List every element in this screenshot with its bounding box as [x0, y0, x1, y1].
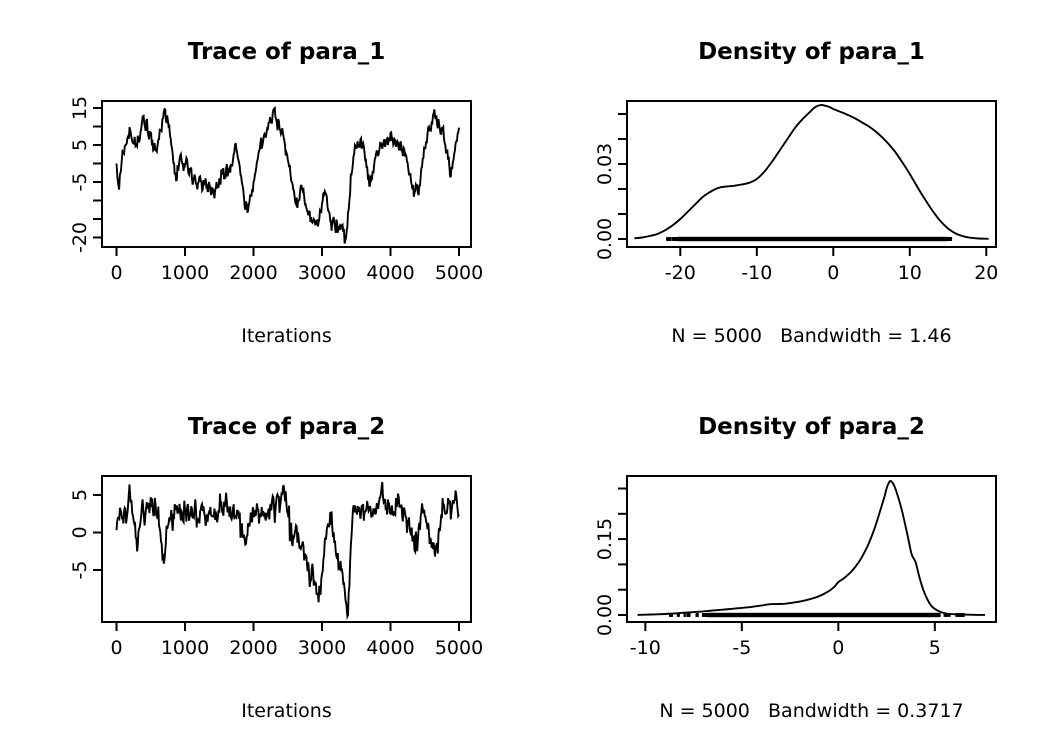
x-axis-label: Iterations	[241, 325, 332, 347]
svg-text:-10: -10	[741, 262, 772, 284]
svg-text:-5: -5	[69, 561, 91, 580]
trace-para_1-plot: 0 1000 2000 3000 4000 5000 15 5 -5 -20	[69, 96, 483, 284]
svg-text:1000: 1000	[161, 637, 209, 659]
svg-text:0: 0	[110, 637, 122, 659]
svg-text:0: 0	[832, 637, 844, 659]
svg-text:3000: 3000	[298, 262, 346, 284]
svg-text:2000: 2000	[229, 637, 277, 659]
panel-density-para_2: Density of para_2 -10 -5 0 5 0.00 0.15 N = 50…	[525, 375, 1050, 750]
svg-text:5000: 5000	[435, 637, 483, 659]
x-axis-label: Iterations	[241, 700, 332, 722]
svg-text:2000: 2000	[229, 262, 277, 284]
chart-title: Trace of para_1	[187, 39, 386, 65]
trace-para_2-plot: 0 1000 2000 3000 4000 5000 5 0 -5	[69, 475, 483, 659]
svg-text:5: 5	[929, 637, 941, 659]
svg-text:0.15: 0.15	[594, 518, 616, 560]
svg-text:-5: -5	[732, 637, 751, 659]
svg-text:0: 0	[827, 262, 839, 284]
chart-title: Density of para_1	[698, 39, 925, 65]
svg-text:5000: 5000	[435, 262, 483, 284]
density-para_1-plot: -20 -10 0 10 20 0.00 0.03	[594, 100, 998, 284]
svg-text:-10: -10	[630, 637, 661, 659]
chart-title: Density of para_2	[698, 414, 925, 440]
panel-density-para_1: Density of para_1 -20 -10 0 10 20 0.00 0.03 N …	[525, 0, 1050, 375]
svg-text:0.00: 0.00	[594, 218, 616, 260]
svg-text:-5: -5	[69, 173, 91, 192]
svg-text:0.00: 0.00	[594, 594, 616, 636]
svg-text:1000: 1000	[161, 262, 209, 284]
svg-text:20: 20	[974, 262, 998, 284]
svg-text:0: 0	[110, 262, 122, 284]
svg-text:-20: -20	[69, 222, 91, 253]
svg-text:4000: 4000	[366, 637, 414, 659]
panel-trace-para_1: Trace of para_1 0 1000 2000 3000 4000 5000 15 5…	[0, 0, 525, 375]
svg-text:-20: -20	[665, 262, 696, 284]
panel-trace-para_2: Trace of para_2 0 1000 2000 3000 4000 5000 5 0 -…	[0, 375, 525, 750]
density-para_2-plot: -10 -5 0 5 0.00 0.15	[594, 475, 997, 659]
x-axis-caption: N = 5000 Bandwidth = 1.46	[671, 325, 952, 347]
svg-text:0.03: 0.03	[594, 143, 616, 185]
svg-text:3000: 3000	[298, 637, 346, 659]
svg-text:0: 0	[69, 526, 91, 538]
svg-text:10: 10	[898, 262, 922, 284]
svg-text:5: 5	[69, 139, 91, 151]
svg-text:4000: 4000	[366, 262, 414, 284]
x-axis-caption: N = 5000 Bandwidth = 0.3717	[659, 700, 964, 722]
svg-text:15: 15	[69, 96, 91, 120]
chart-title: Trace of para_2	[187, 414, 386, 440]
svg-text:5: 5	[69, 489, 91, 501]
